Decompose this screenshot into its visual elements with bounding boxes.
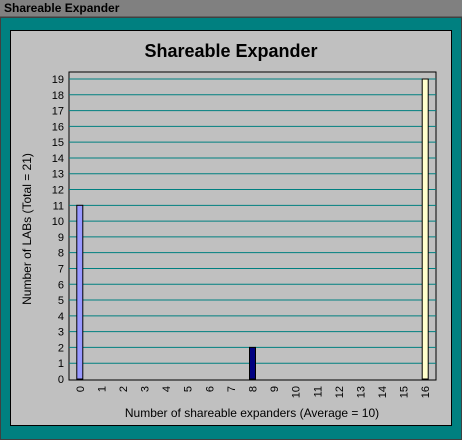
y-tick-label: 4: [58, 311, 64, 323]
x-tick-label: 10: [291, 386, 303, 398]
x-tick-label: 9: [269, 386, 281, 392]
bar: [76, 204, 84, 380]
x-tick-label: 2: [118, 386, 130, 392]
y-tick-label: 9: [58, 232, 64, 244]
y-axis-label: Number of LABs (Total = 21): [20, 153, 34, 305]
y-tick-label: 10: [52, 216, 64, 228]
y-tick-label: 0: [58, 374, 64, 386]
y-tick-label: 3: [58, 327, 64, 339]
x-tick-label: 3: [140, 386, 152, 392]
y-tick-label: 19: [52, 74, 64, 86]
window-title: Shareable Expander: [4, 1, 120, 15]
y-tick-label: 7: [58, 263, 64, 275]
x-tick-label: 0: [75, 386, 87, 392]
x-tick-label: 7: [226, 386, 238, 392]
bar: [421, 78, 429, 380]
x-tick-label: 13: [355, 386, 367, 398]
x-tick-label: 14: [377, 386, 389, 398]
x-tick-label: 8: [248, 386, 260, 392]
y-tick-label: 5: [58, 295, 64, 307]
y-tick-label: 2: [58, 342, 64, 354]
x-tick-label: 12: [334, 386, 346, 398]
x-ticks: 0 1 2 3 4 5 6 7 8 9 10 11 12 13 14 15 16: [75, 386, 432, 398]
x-tick-label: 16: [420, 386, 432, 398]
bars: [76, 78, 429, 380]
y-tick-label: 1: [58, 358, 64, 370]
x-tick-label: 15: [399, 386, 411, 398]
y-tick-label: 6: [58, 279, 64, 291]
bar: [249, 346, 256, 380]
y-tick-label: 14: [52, 153, 64, 165]
y-tick-label: 18: [52, 90, 64, 102]
y-tick-label: 8: [58, 248, 64, 260]
x-tick-label: 11: [312, 386, 324, 397]
plot-area: [68, 71, 437, 381]
x-tick-label: 1: [96, 386, 108, 392]
x-axis-label: Number of shareable expanders (Average =…: [125, 406, 379, 420]
window-titlebar: Shareable Expander: [0, 0, 462, 17]
y-tick-label: 16: [52, 121, 64, 133]
x-tick-label: 5: [183, 386, 195, 392]
y-tick-label: 11: [53, 200, 64, 212]
y-tick-label: 13: [52, 169, 64, 181]
y-tick-label: 12: [52, 185, 64, 197]
x-tick-label: 4: [161, 386, 173, 392]
chart-title: Shareable Expander: [144, 41, 317, 61]
y-tick-label: 15: [52, 137, 64, 149]
x-tick-label: 6: [204, 386, 216, 392]
y-tick-label: 17: [52, 106, 64, 118]
